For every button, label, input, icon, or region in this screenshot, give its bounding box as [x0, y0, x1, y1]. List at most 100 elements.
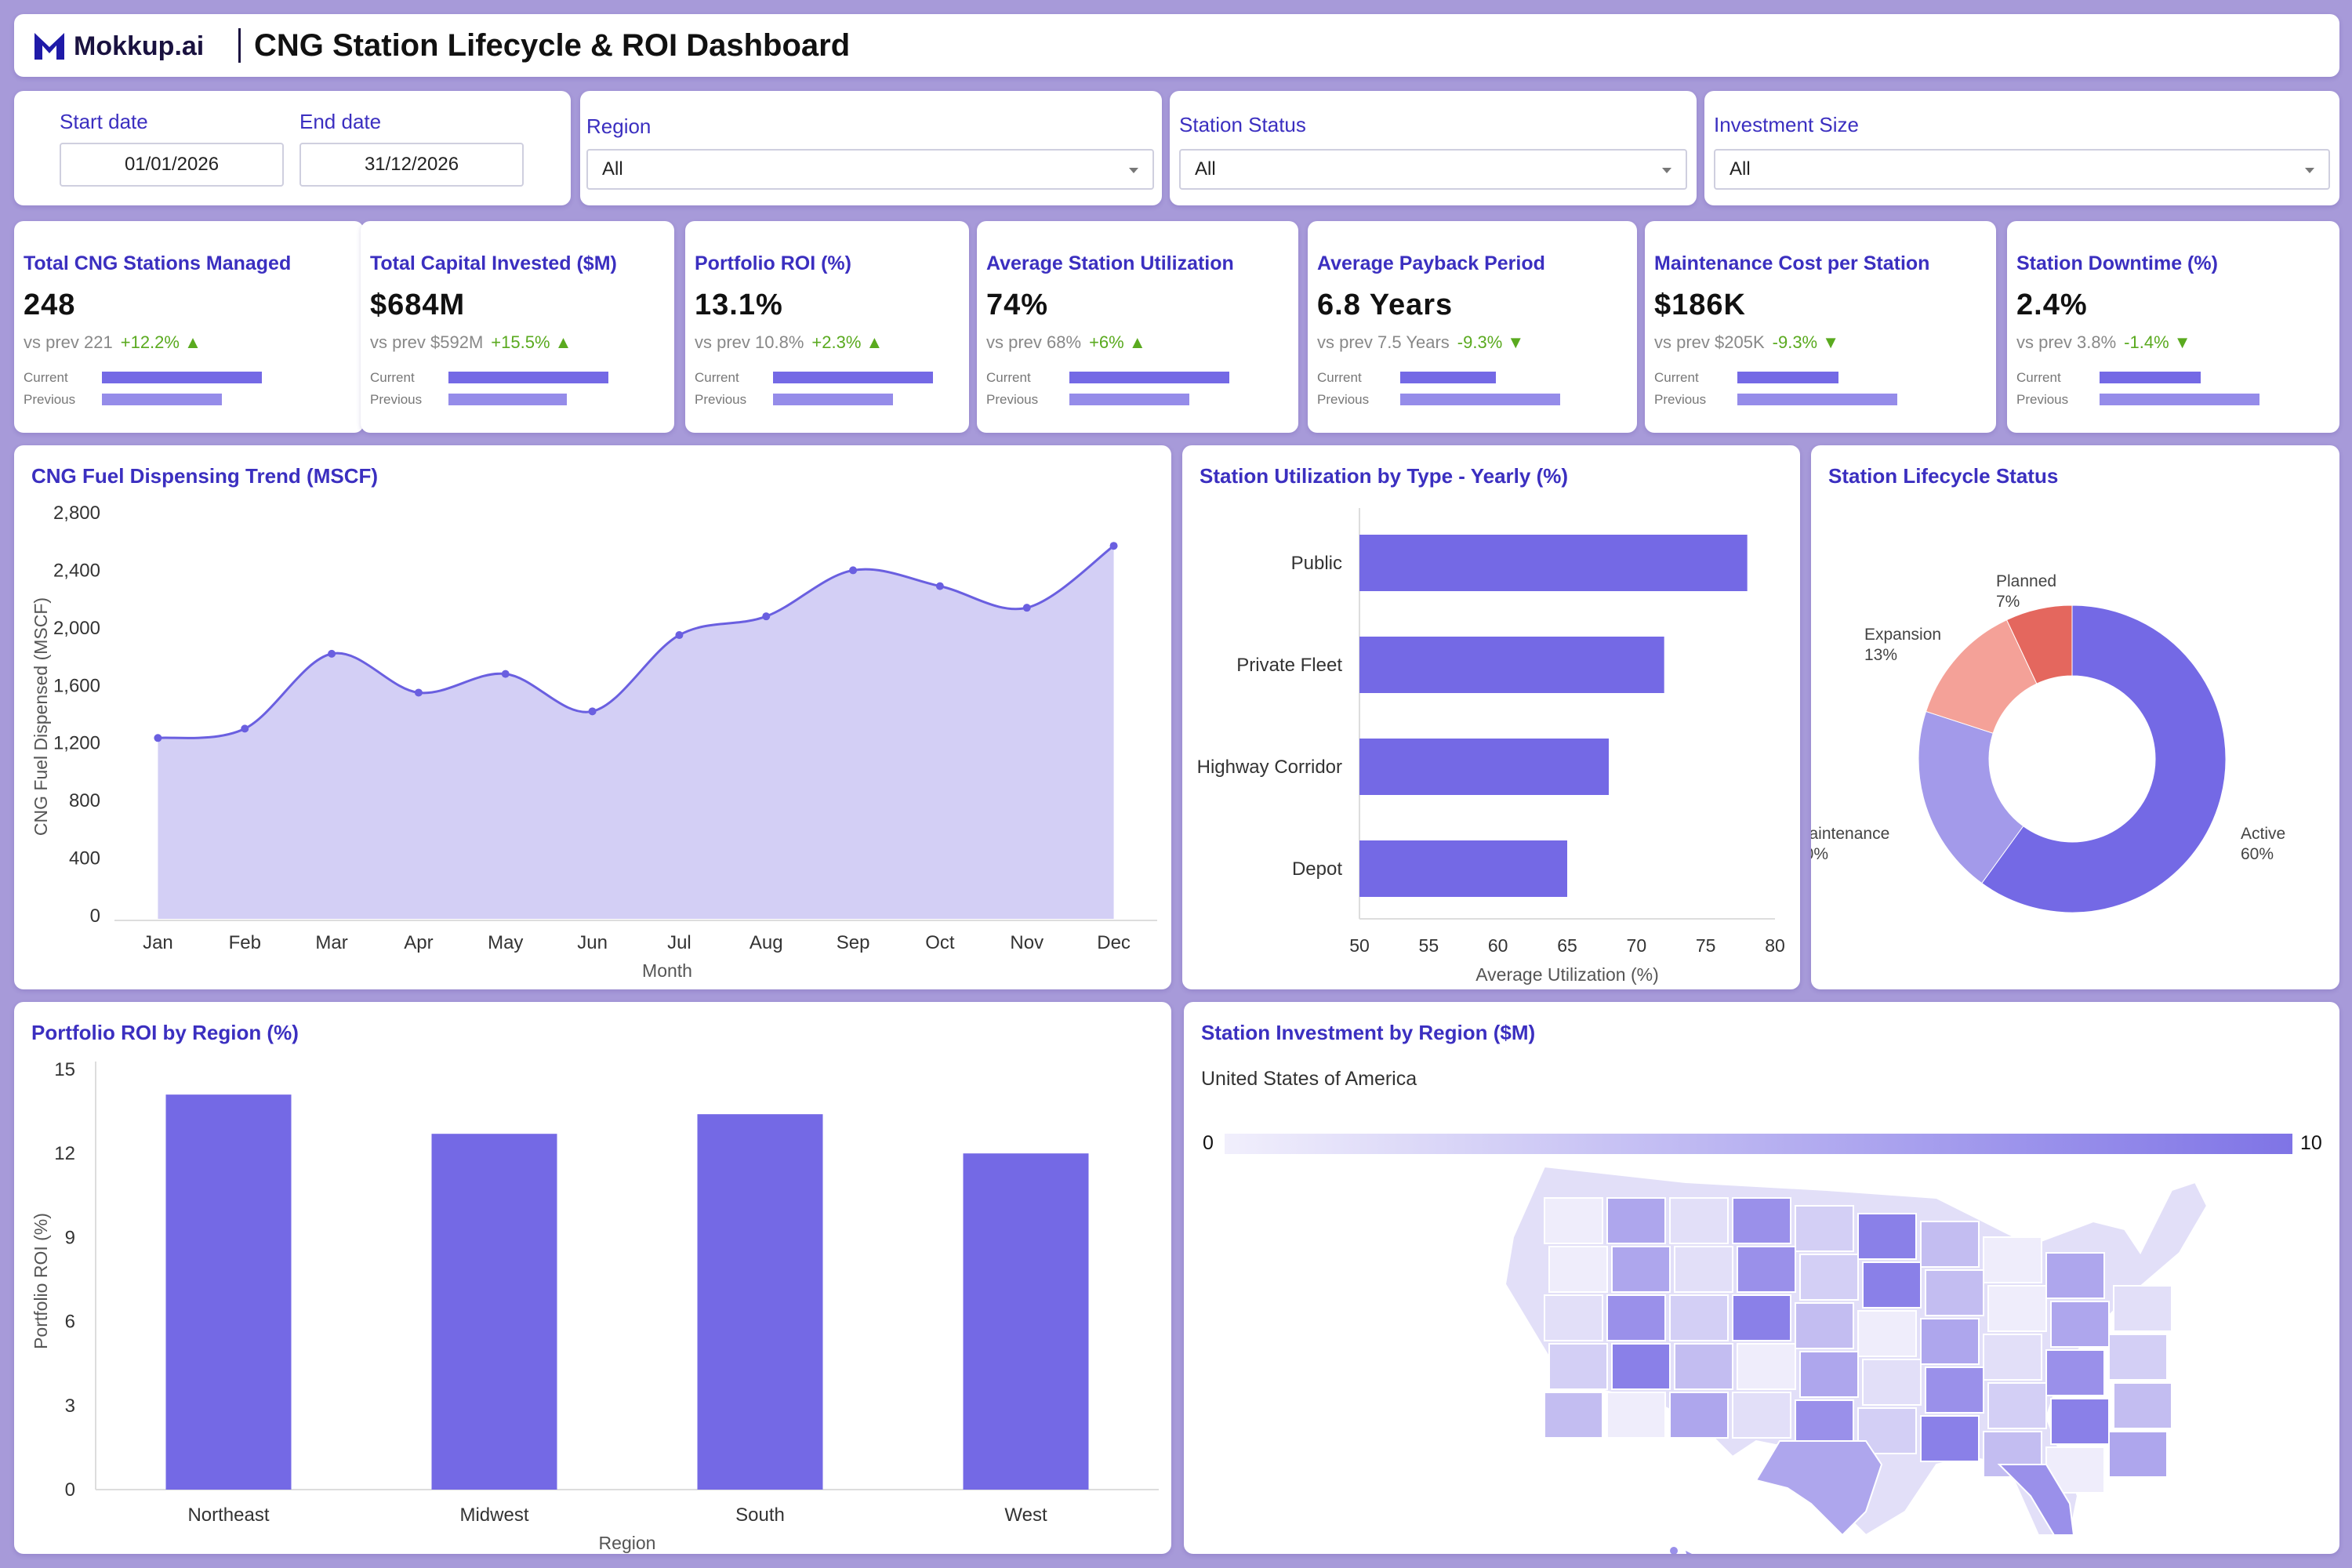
kpi-previous-bar — [448, 394, 567, 405]
kpi-current-label: Current — [2016, 370, 2061, 385]
state-region — [1925, 1367, 1984, 1414]
data-point — [762, 612, 771, 621]
investment-filter-label: Investment Size — [1714, 113, 1859, 136]
arrow-up-icon: ▲ — [861, 332, 884, 352]
end-date-input[interactable]: 31/12/2026 — [299, 143, 524, 187]
state-region — [1799, 1351, 1859, 1398]
header-bar: Mokkup.ai CNG Station Lifecycle & ROI Da… — [14, 14, 2339, 77]
kpi-prev-value: vs prev 10.8% — [695, 332, 804, 352]
kpi-current-label: Current — [1654, 370, 1699, 385]
x-axis-title: Month — [642, 960, 692, 981]
data-point — [154, 734, 162, 742]
data-point — [414, 688, 423, 697]
roi-region-chart: 0 3 6 9 12 15 Northeast Midwest South West Region P… — [31, 1059, 1159, 1553]
x-tick-label: 80 — [1765, 935, 1785, 956]
bar — [431, 1134, 557, 1490]
x-tick-label: 60 — [1488, 935, 1508, 956]
kpi-previous-label: Previous — [1317, 392, 1370, 407]
kpi-card: Average Payback Period 6.8 Years vs prev 7… — [1308, 221, 1637, 433]
kpi-value: 248 — [24, 289, 76, 321]
bar — [1359, 739, 1609, 795]
state-region — [1795, 1205, 1854, 1252]
kpi-compare: vs prev 7.5 Years -9.3% ▼ — [1317, 332, 1524, 353]
kpi-delta: -1.4% — [2124, 332, 2169, 352]
header-divider — [238, 28, 241, 63]
x-tick-label: Jan — [143, 932, 173, 953]
state-region — [1669, 1294, 1729, 1341]
bar — [165, 1094, 292, 1490]
state-region — [1606, 1392, 1666, 1439]
arrow-up-icon: ▲ — [1123, 332, 1146, 352]
investment-select[interactable]: All — [1714, 149, 2330, 190]
arrow-up-icon: ▲ — [179, 332, 201, 352]
y-tick-label: Private Fleet — [1236, 655, 1342, 676]
state-region — [1732, 1392, 1791, 1439]
kpi-prev-value: vs prev 221 — [24, 332, 113, 352]
state-region — [1983, 1334, 2042, 1381]
bar — [1359, 535, 1748, 591]
utilization-type-card: Station Utilization by Type - Yearly (%)… — [1182, 445, 1800, 989]
state-region — [1857, 1310, 1917, 1357]
kpi-value: $684M — [370, 289, 466, 321]
kpi-title: Portfolio ROI (%) — [695, 252, 851, 274]
x-tick-label: Dec — [1097, 932, 1131, 953]
x-tick-label: Oct — [925, 932, 955, 953]
y-axis-title: Portfolio ROI (%) — [31, 1213, 51, 1349]
start-date-input[interactable]: 01/01/2026 — [60, 143, 284, 187]
kpi-card: Total Capital Invested ($M) $684M vs prev … — [361, 221, 674, 433]
x-tick-label: 75 — [1696, 935, 1716, 956]
bar — [963, 1153, 1089, 1490]
kpi-current-bar — [1069, 372, 1229, 383]
state-region — [1997, 1464, 2075, 1536]
x-tick-label: 65 — [1557, 935, 1577, 956]
map-scale-min: 0 — [1203, 1132, 1214, 1154]
roi-region-title: Portfolio ROI by Region (%) — [31, 1021, 299, 1044]
region-select[interactable]: All — [586, 149, 1154, 190]
x-tick-label: Jul — [667, 932, 691, 953]
status-select-value: All — [1195, 158, 1216, 180]
region-filter-card: Region All — [580, 91, 1162, 205]
kpi-previous-label: Previous — [2016, 392, 2069, 407]
x-axis-title: Region — [599, 1533, 656, 1553]
kpi-card: Maintenance Cost per Station $186K vs prev… — [1645, 221, 1996, 433]
status-filter-label: Station Status — [1179, 113, 1306, 136]
kpi-title: Station Downtime (%) — [2016, 252, 2218, 274]
x-tick-label: 55 — [1419, 935, 1439, 956]
chevron-down-icon — [1662, 168, 1671, 173]
kpi-title: Average Payback Period — [1317, 252, 1545, 274]
x-tick-label: Mar — [315, 932, 347, 953]
state-region — [1544, 1392, 1603, 1439]
status-select[interactable]: All — [1179, 149, 1687, 190]
kpi-value: 13.1% — [695, 289, 783, 321]
kpi-current-label: Current — [24, 370, 68, 385]
kpi-prev-value: vs prev 68% — [986, 332, 1082, 352]
y-tick-label: 0 — [65, 1479, 75, 1501]
y-tick-label: Highway Corridor — [1197, 757, 1342, 778]
state-region — [1920, 1415, 1980, 1462]
data-point — [935, 582, 944, 590]
state-region — [1548, 1343, 1608, 1390]
data-point — [328, 649, 336, 658]
slice-label: Expansion — [1864, 626, 1941, 644]
state-region — [1670, 1547, 1678, 1554]
kpi-card: Portfolio ROI (%) 13.1% vs prev 10.8% +2.3%… — [685, 221, 969, 433]
region-filter-label: Region — [586, 114, 652, 138]
state-region — [1606, 1197, 1666, 1244]
end-date-label: End date — [299, 110, 382, 133]
state-region — [2108, 1431, 2168, 1478]
state-region — [1795, 1399, 1854, 1446]
x-tick-label: Sep — [837, 932, 870, 953]
y-tick-label: 0 — [90, 906, 100, 927]
kpi-prev-value: vs prev $205K — [1654, 332, 1765, 352]
kpi-title: Average Station Utilization — [986, 252, 1234, 274]
x-tick-label: Northeast — [187, 1504, 269, 1526]
x-axis-title: Average Utilization (%) — [1475, 964, 1659, 985]
kpi-previous-label: Previous — [370, 392, 423, 407]
mokkup-logo-icon — [34, 33, 64, 60]
slice-value-label: 20% — [1811, 845, 1828, 863]
state-region — [1674, 1343, 1733, 1390]
slice-label: Planned — [1996, 572, 2056, 590]
kpi-value: 74% — [986, 289, 1049, 321]
kpi-delta: +15.5% — [491, 332, 550, 352]
kpi-current-label: Current — [370, 370, 415, 385]
